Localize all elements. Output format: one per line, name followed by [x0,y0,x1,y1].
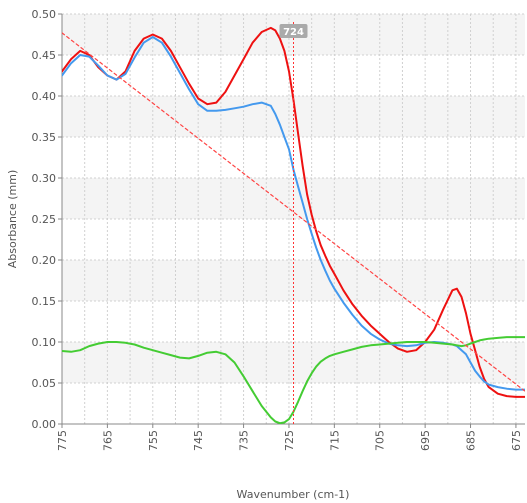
x-tick-label: 745 [192,430,205,451]
x-tick-label: 695 [419,430,432,451]
y-tick-label: 0.40 [32,90,57,103]
x-tick-label: 715 [328,430,341,451]
series-group [62,26,525,424]
x-tick-labels: 775 765 755 745 735 725 715 705 695 685 675 [56,424,523,451]
series-line-1 [62,26,525,398]
y-axis-title: Absorbance (mm) [6,170,19,269]
x-tick-label: 685 [465,430,478,451]
y-tick-labels: 0.00 0.05 0.10 0.15 0.20 0.25 0.30 0.35 0.40 0.45… [32,8,62,431]
y-tick-label: 0.25 [32,213,57,226]
x-tick-label: 775 [56,430,69,451]
cursor-label-box[interactable] [279,24,308,38]
y-tick-label: 0.20 [32,254,57,267]
trend-line [62,32,525,392]
x-tick-label: 725 [283,430,296,451]
cursor-label: 724 [283,27,304,38]
x-axis-title: Wavenumber (cm-1) [237,488,350,501]
y-tick-label: 0.35 [32,131,57,144]
y-tick-label: 0.45 [32,49,57,62]
x-tick-label: 705 [374,430,387,451]
y-tick-label: 0.05 [32,377,57,390]
x-tick-label: 765 [101,430,114,451]
x-tick-label: 735 [238,430,251,451]
y-tick-label: 0.30 [32,172,57,185]
x-tick-label: 755 [147,430,160,451]
series-line-2 [62,36,525,391]
y-tick-label: 0.50 [32,8,57,21]
series-line-3 [62,336,525,424]
y-tick-label: 0.00 [32,418,57,431]
grid-lines [61,13,525,425]
y-tick-label: 0.10 [32,336,57,349]
y-tick-label: 0.15 [32,295,57,308]
cursor-group[interactable]: 724 [279,22,308,424]
x-tick-label: 675 [510,430,523,451]
